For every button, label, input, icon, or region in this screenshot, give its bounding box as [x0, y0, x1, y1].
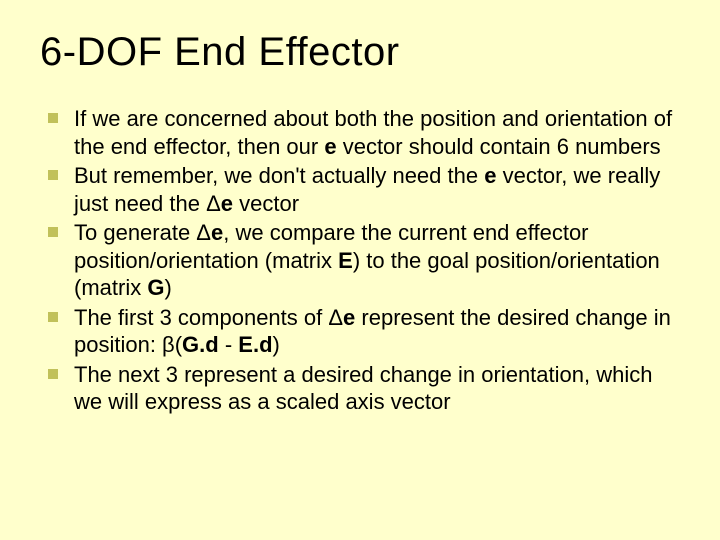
- list-item: To generate Δe, we compare the current e…: [40, 219, 680, 302]
- bullet-text: The first 3 components of Δe represent t…: [74, 305, 671, 358]
- list-item: The first 3 components of Δe represent t…: [40, 304, 680, 359]
- bullet-list: If we are concerned about both the posit…: [40, 105, 680, 416]
- bullet-text: To generate Δe, we compare the current e…: [74, 220, 660, 300]
- slide-title: 6-DOF End Effector: [40, 30, 680, 75]
- list-item: The next 3 represent a desired change in…: [40, 361, 680, 416]
- list-item: But remember, we don't actually need the…: [40, 162, 680, 217]
- list-item: If we are concerned about both the posit…: [40, 105, 680, 160]
- bullet-text: If we are concerned about both the posit…: [74, 106, 672, 159]
- bullet-text: The next 3 represent a desired change in…: [74, 362, 652, 415]
- bullet-text: But remember, we don't actually need the…: [74, 163, 660, 216]
- slide: 6-DOF End Effector If we are concerned a…: [0, 0, 720, 540]
